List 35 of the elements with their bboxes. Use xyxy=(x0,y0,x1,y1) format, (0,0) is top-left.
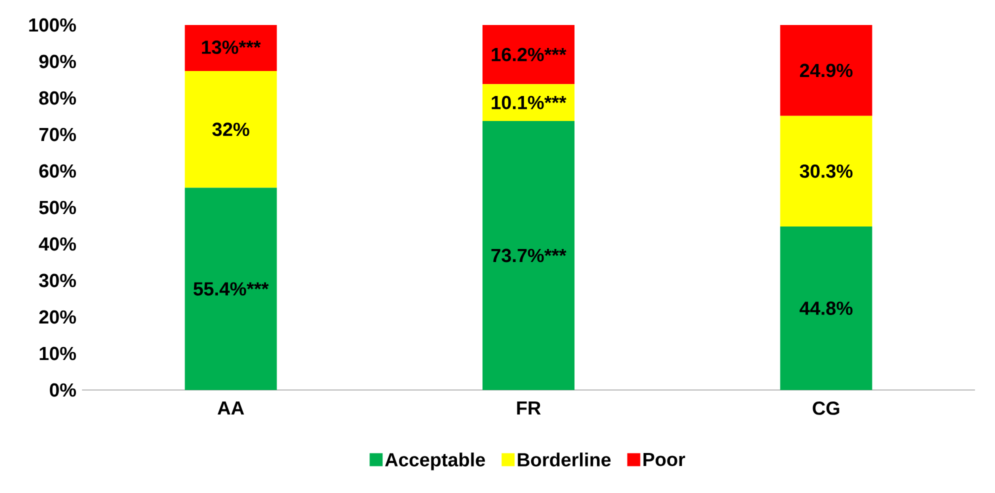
data-label: 24.9% xyxy=(800,64,852,78)
data-label: 10.1%*** xyxy=(492,96,566,110)
data-label: 16.2%*** xyxy=(492,48,566,62)
bar xyxy=(482,24,575,84)
data-label: 55.4%*** xyxy=(194,282,269,296)
legend-label: Borderline xyxy=(518,452,611,466)
y-tick-label: 20% xyxy=(39,310,76,324)
y-tick-label: 80% xyxy=(39,91,76,105)
bar xyxy=(184,188,277,390)
data-label: 30.3% xyxy=(800,164,852,178)
y-tick-label: 40% xyxy=(38,237,76,251)
data-label: 44.8% xyxy=(800,302,852,315)
y-tick-label: 90% xyxy=(39,54,76,68)
y-tick-label: 10% xyxy=(40,346,76,360)
data-label: 73.7%*** xyxy=(491,248,566,262)
data-label: 13%*** xyxy=(202,40,261,54)
bar xyxy=(482,84,575,121)
y-tick-label: 30% xyxy=(39,274,76,288)
y-tick-label: 60% xyxy=(39,164,76,178)
y-tick-label: 100% xyxy=(29,18,76,32)
y-tick-label: 50% xyxy=(39,200,76,214)
bar xyxy=(780,226,872,390)
legend-label: Acceptable xyxy=(385,452,485,470)
bar xyxy=(482,120,575,390)
data-label: 32% xyxy=(212,122,250,136)
x-tick-label: CG xyxy=(812,402,840,415)
bar xyxy=(780,116,872,226)
x-tick-label: FR xyxy=(517,402,541,415)
bar xyxy=(780,24,872,116)
bar xyxy=(184,70,277,188)
y-tick-label: 70% xyxy=(39,128,76,142)
y-tick-label: 0% xyxy=(50,383,76,397)
bar xyxy=(184,24,277,71)
legend-label: Poor xyxy=(644,452,686,466)
x-tick-label: AA xyxy=(218,402,244,415)
